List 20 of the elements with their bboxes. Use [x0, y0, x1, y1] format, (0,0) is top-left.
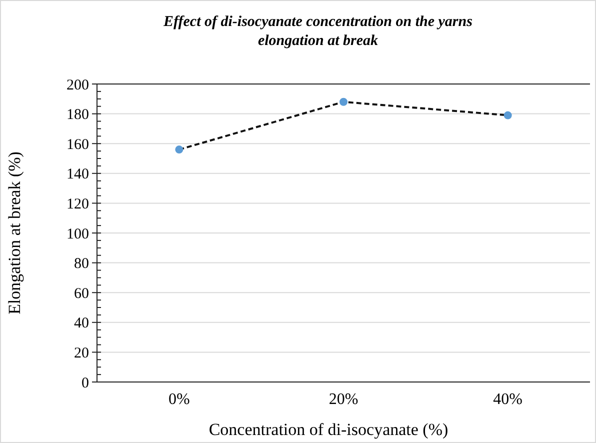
y-tick-label: 40 [74, 316, 89, 332]
y-tick-label: 180 [66, 107, 89, 124]
y-tick-label: 120 [66, 196, 89, 212]
y-tick-label: 140 [66, 166, 89, 183]
y-tick-label: 60 [74, 286, 89, 302]
point [340, 98, 348, 106]
x-tick-label: 0% [168, 391, 190, 408]
x-tick-label: 20% [328, 391, 358, 408]
y-tick-label: 80 [74, 256, 89, 272]
y-tick-label: 100 [66, 226, 89, 242]
point [175, 146, 184, 154]
y-tick-label: 200 [66, 77, 89, 94]
y-axis-title: Elongation at break (%) [5, 152, 24, 314]
point [504, 111, 512, 120]
y-tick-label: 0 [82, 375, 89, 392]
y-tick-label: 20 [74, 345, 89, 362]
x-axis-title: Concentration of di-isocyanate (%) [208, 420, 448, 439]
chart-title: Effect of di-isocyanate concentration on the yarns elongation at break [162, 14, 473, 49]
x-tick-label: 40% [493, 391, 522, 408]
y-tick-label: 160 [66, 136, 89, 153]
